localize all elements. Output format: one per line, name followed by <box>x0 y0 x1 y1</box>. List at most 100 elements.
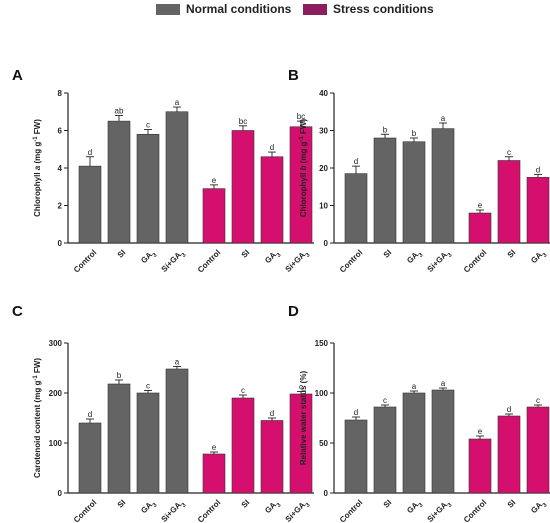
y-tick-label: 0 <box>324 239 329 248</box>
x-tick-label: GA3 <box>263 248 283 268</box>
x-tick-label: Si+GA3 <box>160 498 188 523</box>
x-tick-label: GA3 <box>529 498 549 518</box>
significance-letter: d <box>354 157 358 166</box>
bar-stress-ga3 <box>526 406 550 494</box>
bar-stress-control <box>468 212 492 244</box>
bar-stress-ga3 <box>260 156 284 244</box>
x-tick-label: GA3 <box>139 498 159 518</box>
x-tick-label: SI <box>240 248 252 260</box>
significance-letter: a <box>441 114 446 123</box>
legend-item-normal: Normal conditions <box>156 2 291 16</box>
x-tick-label: GA3 <box>139 248 159 268</box>
significance-letter: d <box>354 408 358 417</box>
bar-normal-ga3 <box>402 141 426 244</box>
y-axis-label: Chlorophyll a (mg g-1 FW) <box>33 119 42 217</box>
bar-normal-si <box>373 406 397 494</box>
y-tick-label: 0 <box>58 489 63 498</box>
panel-letter: A <box>12 67 23 84</box>
bar-normal-control <box>78 422 102 494</box>
x-tick-label: Control <box>72 248 98 274</box>
significance-letter: b <box>117 371 122 380</box>
bar-stress-si <box>497 415 521 494</box>
bar-normal-control <box>344 419 368 494</box>
significance-letter: d <box>270 409 274 418</box>
y-tick-label: 4 <box>58 164 63 173</box>
panel-letter: D <box>288 303 299 320</box>
bar-stress-ga3 <box>260 420 284 494</box>
y-tick-label: 150 <box>315 339 329 348</box>
significance-letter: c <box>146 382 150 391</box>
significance-letter: c <box>299 383 303 392</box>
significance-letter: d <box>507 405 511 414</box>
y-tick-label: 10 <box>319 202 328 211</box>
x-tick-label: SI <box>382 498 394 510</box>
panel-letter: C <box>12 303 23 320</box>
panel-d: D 0 50 100 150 Relative water status (%) d Cont… <box>288 303 550 523</box>
x-tick-label: Si+GA3 <box>284 498 312 523</box>
bar-stress-control <box>202 188 226 244</box>
y-tick-label: 2 <box>58 202 63 211</box>
significance-letter: ab <box>115 107 124 116</box>
y-tick-label: 50 <box>319 439 328 448</box>
significance-letter: a <box>175 98 180 107</box>
y-tick-label: 100 <box>315 389 329 398</box>
bar-normal-ga3 <box>402 392 426 494</box>
significance-letter: bc <box>239 117 247 126</box>
significance-letter: c <box>383 396 387 405</box>
x-tick-label: Control <box>462 248 488 274</box>
bar-stress-si <box>231 397 255 494</box>
significance-letter: c <box>146 121 150 130</box>
bar-normal-si-ga3 <box>431 389 455 494</box>
significance-letter: d <box>88 148 92 157</box>
significance-letter: a <box>412 382 417 391</box>
significance-letter: a <box>175 358 180 367</box>
bar-normal-si <box>373 137 397 244</box>
y-tick-label: 100 <box>49 439 63 448</box>
bar-normal-ga3 <box>136 392 160 494</box>
panel-a: A 0 2 4 6 8 Chlorophyll a (mg g-1 FW) d Control a… <box>12 67 314 276</box>
x-tick-label: SI <box>382 248 394 260</box>
bar-stress-control <box>202 453 226 494</box>
y-tick-label: 8 <box>58 89 63 98</box>
y-axis-label: Relative water status (%) <box>299 371 308 466</box>
x-tick-label: Control <box>338 498 364 523</box>
panel-c: C 0 100 200 300 Carotenoid content (mg g-1 FW… <box>12 303 314 523</box>
bar-normal-control <box>78 165 102 244</box>
y-axis-label: Carotenoid content (mg g-1 FW) <box>33 358 42 478</box>
bar-stress-si <box>231 130 255 244</box>
bar-normal-si-ga3 <box>165 368 189 494</box>
panel-b: B 0 10 20 30 40 Chlorophyll b (mg g-1 FW) d Cont… <box>288 67 550 276</box>
bar-stress-ga3 <box>526 177 550 244</box>
bar-normal-si <box>107 120 131 244</box>
y-tick-label: 0 <box>324 489 329 498</box>
legend-swatch-stress <box>303 3 327 15</box>
x-tick-label: SI <box>506 248 518 260</box>
x-tick-label: Si+GA3 <box>426 248 454 276</box>
y-tick-label: 0 <box>58 239 63 248</box>
x-tick-label: Si+GA3 <box>160 248 188 276</box>
y-tick-label: 30 <box>319 127 328 136</box>
significance-letter: b <box>383 125 388 134</box>
y-tick-label: 40 <box>319 89 328 98</box>
legend-label-normal: Normal conditions <box>186 2 292 16</box>
significance-letter: d <box>270 143 274 152</box>
significance-letter: c <box>536 396 540 405</box>
x-tick-label: SI <box>116 498 128 510</box>
significance-letter: b <box>412 129 417 138</box>
x-tick-label: Control <box>72 498 98 523</box>
x-tick-label: GA3 <box>529 248 549 268</box>
legend-item-stress: Stress conditions <box>303 2 434 16</box>
x-tick-label: SI <box>116 248 128 260</box>
x-tick-label: GA3 <box>405 248 425 268</box>
legend: Normal conditions Stress conditions <box>0 0 550 22</box>
y-tick-label: 200 <box>49 389 63 398</box>
x-tick-label: Control <box>462 498 488 523</box>
x-tick-label: Si+GA3 <box>284 248 312 276</box>
x-tick-label: Si+GA3 <box>426 498 454 523</box>
significance-letter: a <box>441 379 446 388</box>
panel-letter: B <box>288 67 299 84</box>
bar-normal-si <box>107 383 131 494</box>
significance-letter: c <box>241 386 245 395</box>
y-axis-label: Chlorophyll b (mg g-1 FW) <box>299 119 308 218</box>
